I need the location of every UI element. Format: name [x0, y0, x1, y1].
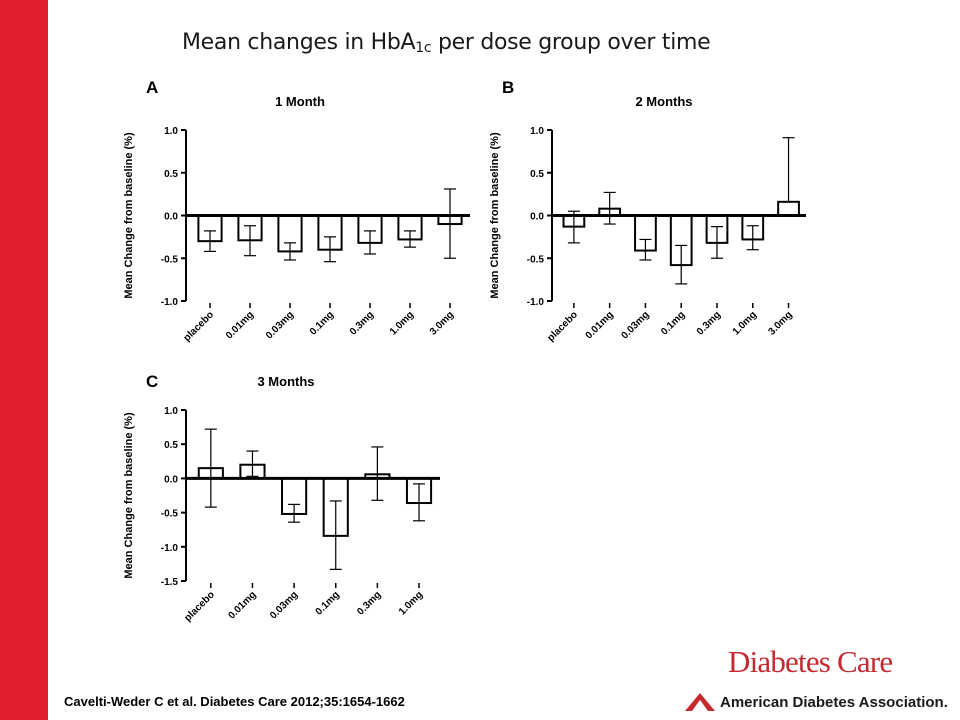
- bar-3.0mg: [777, 200, 800, 217]
- x-tick-label: 0.03mg: [619, 309, 651, 341]
- x-tick-label: 3.0mg: [766, 309, 794, 337]
- y-axis-label: Mean Change from baseline (%): [489, 132, 501, 299]
- y-axis-label: Mean Change from baseline (%): [123, 132, 135, 299]
- y-tick-label: 0.0: [164, 474, 178, 485]
- slide-title: Mean changes in HbA1c per dose group ove…: [182, 30, 711, 56]
- x-tick-label: placebo: [182, 309, 217, 344]
- x-tick-label: 0.01mg: [224, 309, 256, 341]
- y-tick-label: -0.5: [527, 254, 545, 265]
- x-tick-label: placebo: [546, 309, 581, 344]
- ada-logo-text: American Diabetes Association.: [720, 693, 948, 711]
- ada-logo: American Diabetes Association.: [684, 690, 948, 714]
- y-tick-label: 0.0: [164, 212, 178, 223]
- y-tick-label: 0.5: [164, 440, 178, 451]
- y-tick-label: -0.5: [161, 254, 179, 265]
- y-tick-label: 1.0: [164, 126, 178, 137]
- y-tick-label: -0.5: [161, 509, 179, 520]
- x-tick-label: 1.0mg: [397, 589, 425, 617]
- x-tick-label: 1.0mg: [731, 309, 759, 337]
- chart-3-months: 3 Months Mean Change from baseline (%) 1.0…: [123, 374, 440, 624]
- x-tick-label: 0.1mg: [308, 309, 336, 337]
- y-tick-label: 0.0: [530, 212, 544, 223]
- chart-1-month: 1 Month Mean Change from baseline (%) 1.0 0…: [123, 94, 470, 344]
- y-axis-label: Mean Change from baseline (%): [123, 412, 135, 579]
- chart-title: 1 Month: [275, 94, 325, 109]
- y-tick-label: -1.5: [161, 577, 179, 588]
- x-tick-label: 0.01mg: [226, 589, 258, 621]
- y-tick-label: -1.0: [161, 297, 179, 308]
- x-tick-label: 0.1mg: [314, 589, 342, 617]
- y-tick-label: 1.0: [164, 406, 178, 417]
- y-tick-label: 0.5: [164, 169, 178, 180]
- x-tick-label: 0.3mg: [348, 309, 376, 337]
- chart-2-months: 2 Months Mean Change from baseline (%) 1.0…: [489, 94, 806, 344]
- x-tick-label: 0.03mg: [268, 589, 300, 621]
- ada-triangle-icon: [685, 693, 715, 711]
- panel-letter-c: C: [146, 372, 159, 391]
- diabetes-care-logo: Diabetes Care: [728, 644, 893, 679]
- x-tick-label: 3.0mg: [428, 309, 456, 337]
- y-tick-label: 1.0: [530, 126, 544, 137]
- x-tick-label: 0.3mg: [355, 589, 383, 617]
- y-tick-label: -1.0: [527, 297, 545, 308]
- x-tick-label: 0.01mg: [584, 309, 616, 341]
- x-tick-label: 0.1mg: [659, 309, 687, 337]
- x-tick-label: placebo: [182, 589, 217, 624]
- accent-bar: [0, 0, 48, 720]
- x-tick-label: 0.3mg: [695, 309, 723, 337]
- x-tick-label: 0.03mg: [264, 309, 296, 341]
- y-tick-label: 0.5: [530, 169, 544, 180]
- chart-title: 2 Months: [635, 94, 692, 109]
- panel-letter-b: B: [502, 78, 515, 97]
- citation: Cavelti-Weder C et al. Diabetes Care 201…: [64, 694, 405, 709]
- x-tick-label: 1.0mg: [388, 309, 416, 337]
- panel-letter-a: A: [146, 78, 159, 97]
- y-tick-label: -1.0: [161, 543, 179, 554]
- chart-title: 3 Months: [257, 374, 314, 389]
